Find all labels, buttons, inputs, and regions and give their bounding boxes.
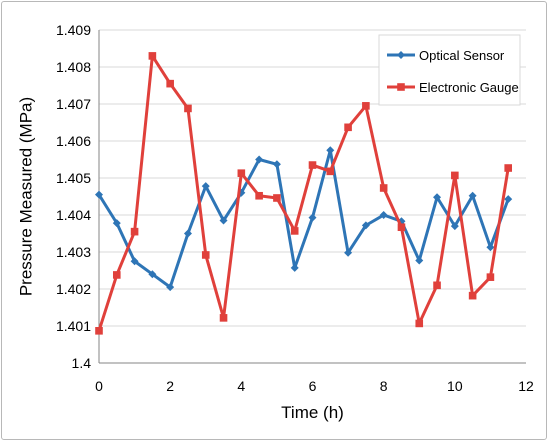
optical-sensor-point [290,263,299,272]
electronic-gauge-point [397,223,406,232]
y-axis-title: Pressure Measured (MPa) [16,97,35,296]
legend-marker [397,83,405,91]
electronic-gauge-point [362,102,370,110]
electronic-gauge-point [468,291,477,300]
electronic-gauge-point [308,161,317,169]
optical-sensor-point [344,248,353,257]
optical-sensor-point [95,190,103,199]
y-tick-label: 1.4 [72,355,92,371]
optical-sensor-point [166,283,175,292]
optical-sensor-point [130,257,139,266]
electronic-gauge-point [486,273,495,281]
electronic-gauge-point [112,271,121,279]
legend: Optical Sensor Electronic Gauge [378,34,521,106]
y-tick-label: 1.402 [56,281,91,297]
electronic-gauge-point [290,227,299,235]
x-tick-label: 4 [237,378,245,394]
optical-sensor-point [361,221,370,230]
x-tick-label: 0 [95,378,103,394]
optical-sensor-point [272,160,281,169]
electronic-gauge-point [273,194,281,202]
electronic-gauge-point [451,171,459,180]
electronic-gauge-point [344,123,352,132]
x-axis-title: Time (h) [281,403,344,422]
optical-sensor-point [219,216,228,225]
series-group [95,52,513,335]
optical-sensor-line [97,148,510,289]
electronic-gauge-series [95,52,513,335]
electronic-gauge-point [326,167,335,176]
optical-sensor-point [504,195,513,204]
electronic-gauge-point [433,281,441,290]
optical-sensor-point [326,146,335,155]
electronic-gauge-line [97,54,510,332]
legend-label: Electronic Gauge [419,80,519,95]
optical-sensor-point [433,193,442,202]
legend-box [378,34,521,106]
legend-item-electronic-gauge: Electronic Gauge [387,80,519,95]
legend-marker [397,51,405,59]
electronic-gauge-point [184,104,192,113]
electronic-gauge-point [201,251,210,259]
optical-sensor-point [415,256,424,265]
electronic-gauge-point [504,164,513,172]
y-tick-label: 1.405 [56,170,91,186]
optical-sensor-point [112,219,121,228]
y-tick-labels: 1.4 1.401 1.402 1.403 1.404 1.405 1.406 1.407 1.… [56,22,91,371]
x-tick-label: 12 [518,378,534,394]
legend-item-optical-sensor: Optical Sensor [387,48,505,63]
y-tick-label: 1.403 [56,244,91,260]
y-tick-label: 1.401 [56,318,91,334]
y-tick-label: 1.408 [56,59,91,75]
y-tick-label: 1.409 [56,22,91,38]
x-tick-label: 6 [309,378,317,394]
electronic-gauge-point [95,327,103,335]
electronic-gauge-point [237,169,246,177]
x-tick-label: 10 [447,378,463,394]
x-tick-label: 2 [166,378,174,394]
electronic-gauge-point [379,184,388,192]
electronic-gauge-point [255,191,263,200]
optical-sensor-series [95,146,513,292]
electronic-gauge-point [130,227,139,236]
y-tick-label: 1.406 [56,133,91,149]
optical-sensor-point [450,222,459,231]
electronic-gauge-point [166,79,174,88]
optical-sensor-point [308,213,317,222]
optical-sensor-point [486,243,495,252]
y-tick-label: 1.404 [56,207,91,223]
electronic-gauge-point [415,319,424,328]
optical-sensor-point [183,229,192,238]
optical-sensor-point [255,155,264,164]
x-tick-labels: 0 2 4 6 8 10 12 [95,378,534,394]
optical-sensor-point [148,270,157,279]
optical-sensor-point [201,182,210,191]
legend-label: Optical Sensor [419,48,505,63]
optical-sensor-point [468,191,477,200]
electronic-gauge-point [148,52,157,60]
electronic-gauge-point [219,314,228,322]
y-tick-label: 1.407 [56,96,91,112]
x-tick-label: 8 [380,378,388,394]
optical-sensor-point [379,211,388,219]
